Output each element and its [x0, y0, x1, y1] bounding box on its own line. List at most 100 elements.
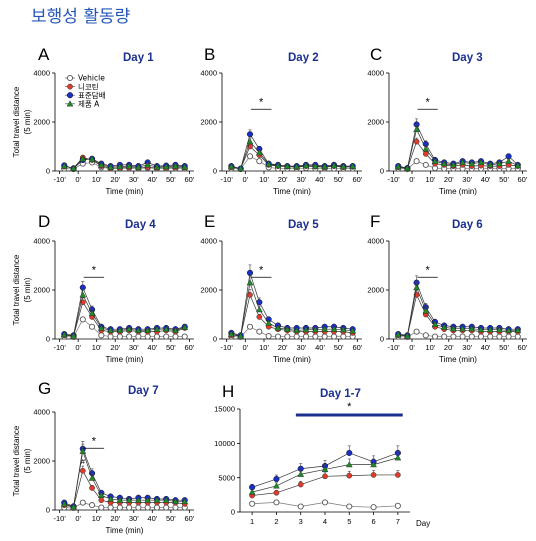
series-제품 A-point — [413, 125, 420, 132]
series-Vehicle-point — [394, 502, 401, 509]
series-제품 A-point — [496, 326, 503, 333]
series-Vehicle-point — [98, 332, 105, 339]
x-tick-label: 0' — [75, 343, 81, 352]
x-tick-label: 10' — [259, 343, 269, 352]
series-제품 A-point — [246, 138, 254, 145]
y-axis-label-line: (5 min) — [23, 277, 32, 302]
x-tick-label: 50' — [166, 343, 176, 352]
series-니코틴-point — [395, 472, 401, 478]
series-Vehicle-point — [135, 333, 142, 340]
series-Vehicle-point — [459, 333, 466, 340]
series-제품 A-point — [237, 332, 245, 339]
series-제품 A-point — [162, 163, 170, 170]
series-Vehicle-point — [265, 333, 272, 340]
series-제품 A-point — [459, 325, 466, 332]
y-tick-label: 2000 — [33, 457, 50, 466]
series-제품 A-point — [248, 488, 256, 495]
series-Vehicle-point — [496, 333, 503, 340]
series-Vehicle-point — [89, 323, 96, 330]
x-tick-label: 50' — [334, 175, 344, 184]
y-axis-label-line: Total travel distance — [12, 254, 21, 325]
x-tick-label: 60' — [518, 343, 528, 352]
x-tick-label: -10' — [53, 514, 66, 523]
panel-c: C Day 3 0 2000 4000 -10' 0' 10' 20' 30' 40' 50' 60' T… — [367, 45, 528, 196]
panel-title: Day 1 — [123, 52, 154, 64]
y-axis-label: Total travel distance (5 min) — [12, 425, 32, 496]
series-니코틴-point — [273, 489, 280, 496]
series-제품 A-point — [227, 163, 235, 170]
x-axis-label: Time (min) — [106, 187, 144, 196]
series-Vehicle-point — [514, 333, 521, 340]
x-axis-label: Time (min) — [273, 187, 311, 196]
series-Vehicle-point — [468, 333, 475, 340]
y-tick-label: 2000 — [33, 286, 50, 295]
x-tick-label: 10' — [259, 175, 269, 184]
x-tick-label: 20' — [110, 175, 120, 184]
x-tick-label: 30' — [296, 343, 306, 352]
series-Vehicle-point — [126, 504, 133, 511]
x-tick-label: 10' — [92, 343, 102, 352]
x-tick-label: -10' — [387, 175, 400, 184]
series-제품 A-point — [172, 498, 179, 505]
y-tick-label: 0 — [46, 506, 50, 515]
series-Vehicle-point — [370, 504, 377, 511]
series-Vehicle-point — [505, 333, 512, 340]
series-Vehicle-point — [273, 499, 280, 506]
x-tick-label: 0' — [243, 343, 249, 352]
legend-label: 제품 A — [78, 100, 100, 109]
series-Vehicle-point — [79, 316, 86, 323]
x-tick-label: -10' — [53, 175, 66, 184]
series-Vehicle-point — [274, 333, 282, 340]
series-제품 A-point — [505, 327, 512, 334]
series-제품 A-point — [79, 447, 87, 454]
series-제품 A-point — [70, 332, 77, 339]
x-axis-label: Time (min) — [439, 187, 477, 196]
series-Vehicle-point — [144, 333, 151, 340]
series-Vehicle-point — [312, 333, 319, 340]
series-제품 A-point — [88, 474, 96, 481]
y-axis-label-line: (5 min) — [23, 109, 32, 134]
series-Vehicle-point — [163, 504, 170, 511]
series-제품 A-point — [311, 162, 319, 169]
x-tick-label: 60' — [184, 514, 194, 523]
series-니코틴-point — [413, 138, 420, 145]
series-Vehicle-point — [321, 333, 328, 340]
y-tick-label: 10000 — [214, 439, 235, 448]
series-제품 A-point — [486, 326, 494, 333]
series-제품 A-point — [339, 326, 347, 333]
x-tick-label: 3 — [299, 517, 303, 526]
series-제품 A-point — [283, 325, 291, 332]
series-제품 A-point — [477, 326, 485, 333]
series-제품 A-point — [413, 284, 420, 291]
series-제품 A-point — [88, 309, 96, 316]
series-Vehicle-point — [153, 333, 160, 340]
series-Vehicle-point — [116, 504, 123, 511]
series-Vehicle-point — [293, 333, 300, 340]
series-니코틴-point — [256, 314, 263, 320]
panel-title: Day 4 — [125, 219, 156, 231]
series-제품 A-point — [293, 163, 301, 170]
series-Vehicle-point — [321, 499, 329, 506]
series-제품 A-point — [349, 162, 357, 169]
series-제품 A-point — [97, 491, 105, 498]
series-제품 A-point — [450, 325, 457, 332]
x-tick-label: 20' — [444, 343, 454, 352]
x-tick-label: 5 — [347, 517, 351, 526]
series-표준담배-point — [273, 475, 280, 483]
series-제품 A-point — [135, 327, 142, 334]
series-제품 A-point — [70, 503, 77, 510]
x-tick-label: 50' — [334, 343, 344, 352]
x-tick-label: -10' — [221, 175, 234, 184]
series-제품 A-point — [107, 163, 114, 170]
series-제품 A-point — [349, 327, 357, 334]
series-제품 A-point — [172, 162, 179, 169]
series-제품 A-point — [181, 163, 189, 170]
series-제품 A-point — [404, 332, 411, 339]
series-제품 A-point — [79, 155, 87, 162]
series-Vehicle-point — [302, 333, 310, 340]
series-제품 A-point — [107, 327, 114, 334]
series-제품 A-point — [116, 327, 124, 334]
series-제품 A-point — [116, 496, 124, 503]
